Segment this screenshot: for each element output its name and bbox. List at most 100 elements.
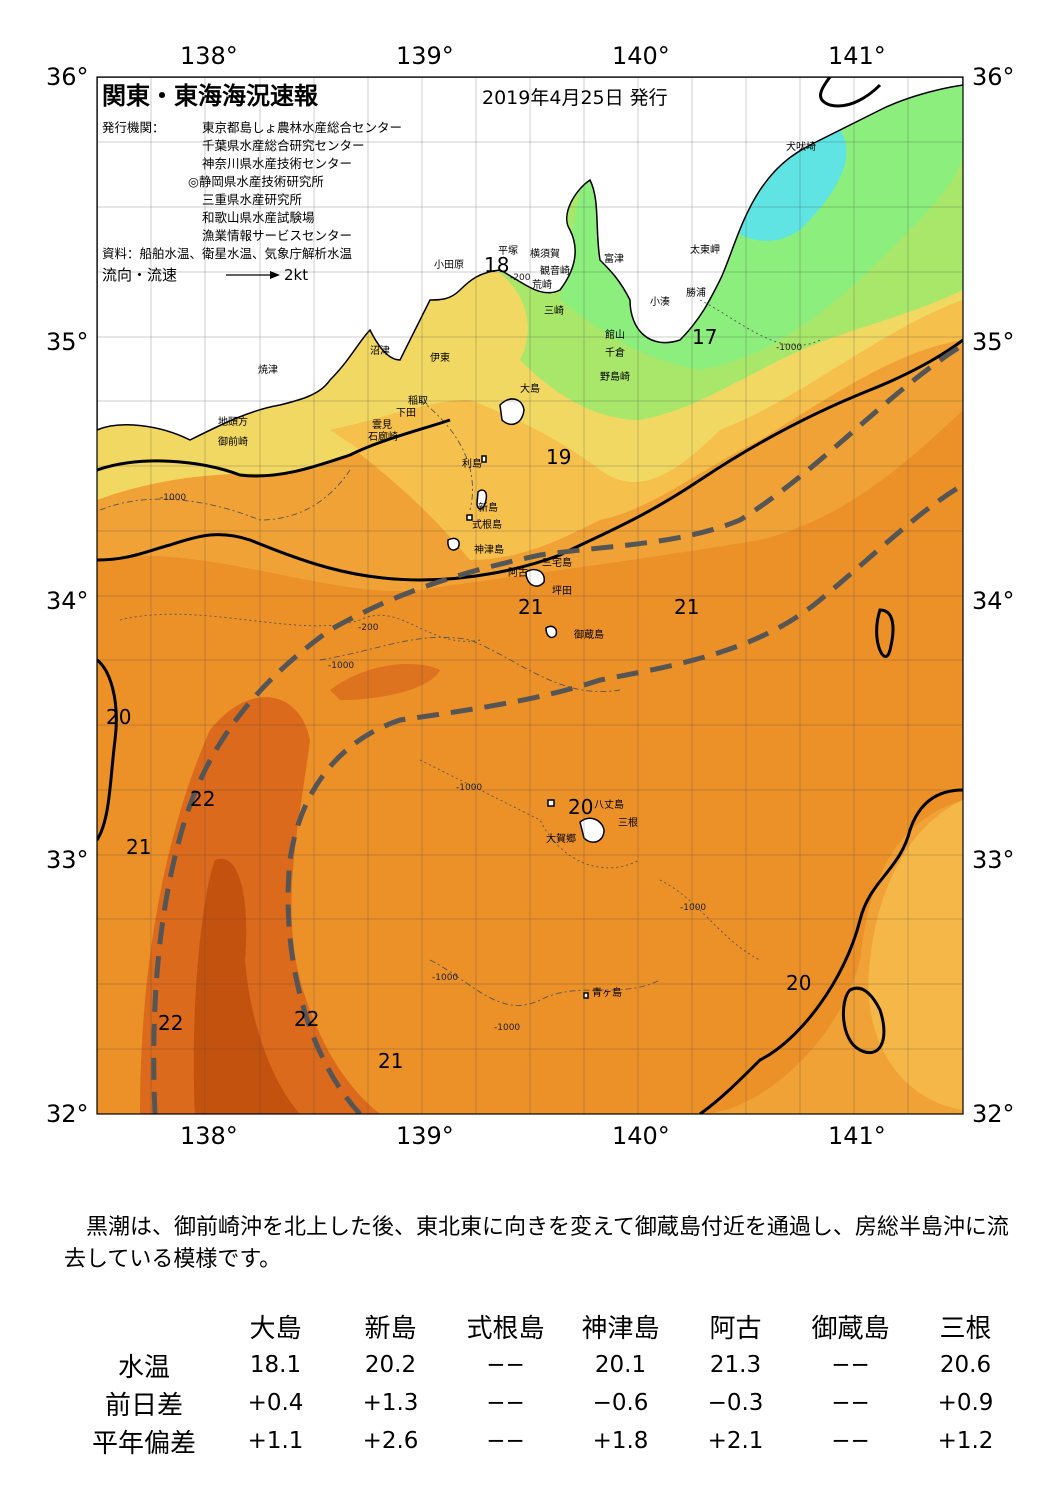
depth-label-1000-a: -1000 bbox=[160, 493, 186, 503]
kozushima-island bbox=[447, 537, 460, 551]
table-cell: +1.8 bbox=[592, 1428, 649, 1454]
data-source: 資料：船舶水温、衛星水温、気象庁解析水温 bbox=[102, 246, 353, 261]
col-shikinejima: 式根島 bbox=[466, 1313, 545, 1344]
kuroshio-axes bbox=[151, 342, 963, 1114]
isotherm-label-20-hachijo: 20 bbox=[568, 795, 593, 819]
table-row: 前日差 +0.4 +1.3 −− −0.6 −0.3 −− +0.9 bbox=[70, 1384, 1023, 1422]
publisher-1: 東京都島しょ農林水産総合センター bbox=[202, 120, 402, 135]
table-row: 水温 18.1 20.2 −− 20.1 21.3 −− 20.6 bbox=[70, 1346, 1023, 1384]
isotherm-label-21-a: 21 bbox=[518, 595, 543, 619]
table-cell: −− bbox=[486, 1390, 525, 1416]
table-cell: −0.6 bbox=[592, 1390, 649, 1416]
table-cell: +0.4 bbox=[247, 1390, 304, 1416]
table-cell: −− bbox=[486, 1352, 525, 1378]
isotherm-labels: 18 17 19 20 21 21 21 22 22 22 22 21 20 2… bbox=[106, 253, 811, 1073]
isotherm-label-18: 18 bbox=[484, 253, 509, 277]
place-shikinejima: 式根島 bbox=[472, 518, 502, 531]
col-mikurajima: 御蔵島 bbox=[811, 1313, 890, 1344]
place-kumomi: 雲見 bbox=[372, 419, 392, 431]
place-shimoda: 下田 bbox=[396, 408, 416, 419]
table-cell: 21.3 bbox=[709, 1352, 762, 1378]
table-cell: +2.1 bbox=[707, 1428, 764, 1454]
isotherm-label-22-a: 22 bbox=[190, 787, 215, 811]
lon-label-top-140: 140° bbox=[612, 42, 670, 70]
isotherm-20-east2 bbox=[875, 608, 895, 658]
table-cell: 20.6 bbox=[939, 1352, 992, 1378]
table-cell: −− bbox=[831, 1390, 870, 1416]
lat-label-right-34: 34° bbox=[972, 587, 1015, 615]
kuroshio-axis-inner bbox=[151, 342, 963, 1114]
row-label-daily-diff: 前日差 bbox=[104, 1390, 183, 1421]
place-numazu: 沼津 bbox=[370, 344, 390, 357]
table-cell: 18.1 bbox=[249, 1352, 302, 1378]
miyakejima-island bbox=[525, 568, 545, 587]
place-ito: 伊東 bbox=[430, 351, 450, 364]
col-ako: 阿古 bbox=[709, 1313, 762, 1344]
place-tateyama: 館山 bbox=[605, 328, 625, 341]
lon-label-top-139: 139° bbox=[396, 42, 454, 70]
place-mitsune: 三根 bbox=[618, 816, 638, 829]
depth-label-200-b: -200 bbox=[358, 623, 379, 633]
place-kominato: 小湊 bbox=[650, 295, 670, 308]
depth-label-1000-d: -1000 bbox=[432, 973, 458, 983]
table-row: 平年偏差 +1.1 +2.6 −− +1.8 +2.1 −− +1.2 bbox=[70, 1422, 1023, 1460]
oshima-island bbox=[499, 398, 525, 426]
table-cell: −− bbox=[831, 1352, 870, 1378]
lat-label-left-32: 32° bbox=[46, 1100, 89, 1128]
place-inatori: 稲取 bbox=[408, 395, 428, 407]
lat-label-right-33: 33° bbox=[972, 846, 1015, 874]
table-cell: +0.9 bbox=[937, 1390, 994, 1416]
publisher-label: 発行機関： bbox=[102, 120, 165, 135]
temp-zone-20-east bbox=[868, 800, 963, 1110]
temp-zone-19-west bbox=[97, 430, 360, 500]
isotherm-20-west bbox=[97, 658, 118, 841]
place-hachijojima: 八丈島 bbox=[594, 798, 624, 811]
summary-body: 黒潮は、御前崎沖を北上した後、東北東に向きを変えて御蔵島付近を通過し、房総半島沖… bbox=[64, 1215, 1009, 1272]
place-ako: 阿古 bbox=[508, 566, 528, 579]
toshima-island bbox=[481, 455, 487, 463]
lat-label-left-34: 34° bbox=[46, 587, 89, 615]
place-kannonzaki: 観音崎 bbox=[540, 264, 570, 277]
table-cell: 20.2 bbox=[364, 1352, 417, 1378]
place-arasaki: 荒崎 bbox=[532, 278, 552, 291]
depth-labels: -200 -200 -1000 -1000 -1000 -1000 -1000 … bbox=[160, 273, 802, 1033]
col-oshima: 大島 bbox=[249, 1313, 302, 1344]
issue-date: 2019年4月25日 発行 bbox=[482, 87, 668, 109]
publisher-3: 神奈川県水産技術センター bbox=[202, 156, 352, 171]
lat-label-left-36: 36° bbox=[46, 63, 89, 91]
publisher-4: ◎静岡県水産技術研究所 bbox=[188, 174, 324, 189]
place-kozushima: 神津島 bbox=[474, 543, 504, 556]
publisher-5: 三重県水産研究所 bbox=[202, 192, 302, 207]
temp-zone-23 bbox=[193, 858, 300, 1114]
row-label-water-temp: 水温 bbox=[117, 1352, 170, 1383]
row-label-anomaly: 平年偏差 bbox=[91, 1428, 196, 1459]
publisher-6: 和歌山県水産試験場 bbox=[202, 210, 315, 225]
isotherm-19-north bbox=[97, 418, 451, 478]
place-nojimazaki: 野島崎 bbox=[600, 370, 630, 383]
isotherm-20-eddy bbox=[841, 986, 886, 1054]
isotherm-20-main bbox=[97, 338, 963, 582]
aogashima-island bbox=[583, 992, 589, 999]
place-futtsu: 富津 bbox=[604, 252, 624, 265]
isotherm-label-21-d: 21 bbox=[378, 1049, 403, 1073]
place-misaki: 三崎 bbox=[544, 304, 564, 317]
isotherm-label-20-east: 20 bbox=[786, 971, 811, 995]
table-corner bbox=[70, 1306, 218, 1346]
table-cell: −− bbox=[486, 1428, 525, 1454]
lat-label-right-32: 32° bbox=[972, 1100, 1015, 1128]
table-cell: +2.6 bbox=[362, 1428, 419, 1454]
isotherm-label-17: 17 bbox=[692, 325, 717, 349]
isotherm-label-21-b: 21 bbox=[674, 595, 699, 619]
place-niijima: 新島 bbox=[478, 501, 498, 514]
place-odawara: 小田原 bbox=[434, 259, 464, 271]
place-irozaki: 石廊崎 bbox=[368, 430, 398, 443]
table-cell: +1.1 bbox=[247, 1428, 304, 1454]
lon-label-bottom-141: 141° bbox=[828, 1122, 886, 1150]
isotherm-label-21-c: 21 bbox=[126, 835, 151, 859]
flow-legend-scale: 2kt bbox=[284, 266, 308, 284]
place-inubozaki: 犬吠埼 bbox=[786, 140, 816, 153]
depth-label-200-a: -200 bbox=[510, 273, 531, 283]
niijima-island bbox=[476, 489, 488, 510]
temp-zone-22b bbox=[330, 664, 440, 700]
isotherm-label-22-b: 22 bbox=[158, 1011, 183, 1035]
